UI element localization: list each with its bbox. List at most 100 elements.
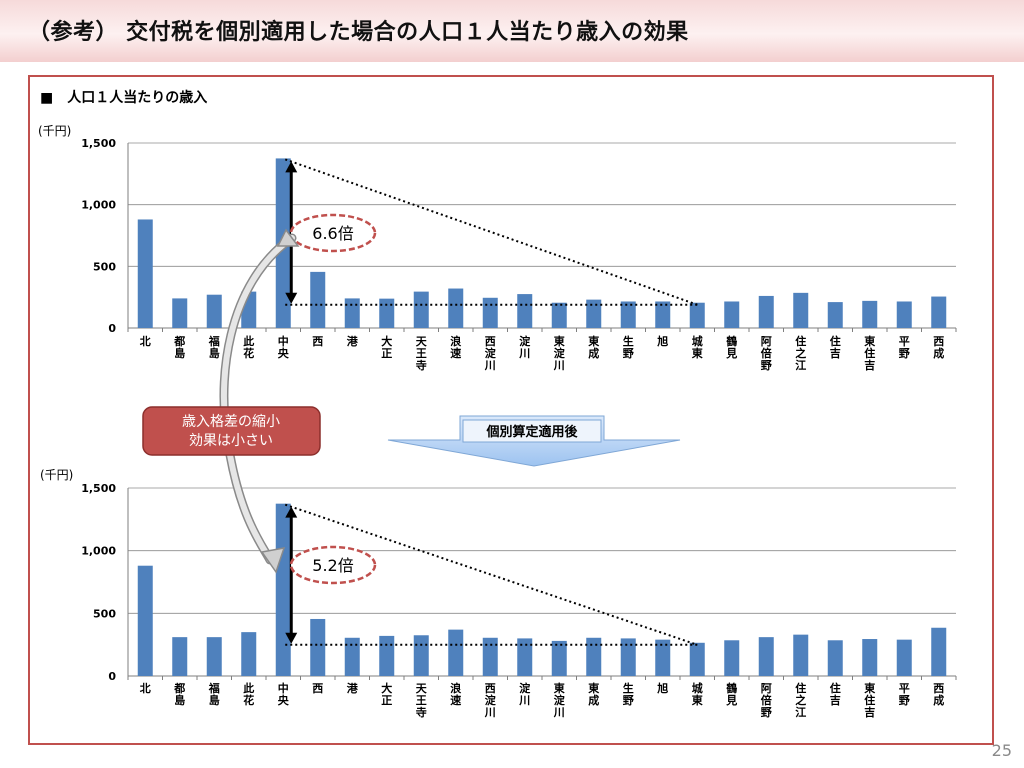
x-tick-label: 此花 [243, 334, 254, 360]
bar [482, 637, 498, 676]
y-tick-label: 1,500 [81, 482, 116, 495]
after-arrow-label: 個別算定適用後 [485, 424, 578, 440]
bar [758, 637, 774, 676]
x-tick-label: 東淀川 [553, 681, 566, 719]
x-tick-label: 東成 [588, 681, 600, 707]
bar [344, 637, 360, 676]
page-number: 25 [991, 741, 1012, 760]
x-tick-label: 福島 [208, 681, 220, 707]
x-tick-label: 大正 [381, 681, 392, 707]
bar [241, 632, 257, 676]
x-tick-label: 鶴見 [725, 334, 737, 360]
bar [931, 296, 947, 328]
bar [827, 302, 843, 328]
callout-text-line: 効果は小さい [189, 433, 273, 449]
x-tick-label: 旭 [656, 334, 668, 348]
bar [551, 302, 567, 328]
x-tick-label: 城東 [692, 681, 704, 707]
bar [517, 294, 533, 328]
x-tick-label: 東住吉 [864, 334, 876, 372]
bar [413, 635, 429, 676]
after-arrow-label-box [462, 419, 602, 443]
bar [758, 295, 774, 328]
x-tick-label: 都島 [173, 681, 185, 707]
bar [137, 219, 153, 328]
bar [724, 301, 740, 328]
bar [448, 288, 464, 328]
section-bullet: ■ [40, 90, 54, 106]
x-tick-label: 福島 [208, 334, 220, 360]
bar [620, 638, 636, 676]
title-band: （参考） 交付税を個別適用した場合の人口１人当たり歳入の効果 [0, 0, 1024, 62]
x-tick-label: 北 [140, 681, 151, 695]
x-tick-label: 浪速 [450, 681, 461, 707]
page-title: （参考） 交付税を個別適用した場合の人口１人当たり歳入の効果 [28, 20, 689, 45]
callout-text-line: 歳入格差の縮小 [182, 414, 280, 430]
section-title: ■ 人口１人当たりの歳入 [40, 87, 207, 107]
bar [275, 503, 291, 676]
x-tick-label: 港 [347, 334, 359, 348]
bar [724, 640, 740, 676]
x-tick-label: 住之江 [795, 681, 806, 719]
x-tick-label: 北 [140, 334, 151, 348]
x-tick-label: 生野 [623, 334, 634, 360]
y-tick-label: 500 [93, 260, 116, 273]
gap-arrow-head-up [285, 161, 298, 173]
ratio-ellipse [289, 545, 377, 585]
unit-label: (千円) [40, 468, 73, 482]
x-tick-label: 中央 [278, 334, 290, 360]
y-tick-label: 0 [108, 670, 116, 683]
bar [379, 298, 395, 328]
bar [896, 639, 912, 676]
bar [448, 629, 464, 676]
x-tick-label: 淀川 [518, 681, 531, 707]
bar [689, 302, 705, 328]
bar [379, 635, 395, 676]
bar [172, 637, 188, 676]
x-tick-label: 西淀川 [484, 335, 497, 372]
x-tick-label: 旭 [656, 681, 668, 695]
bar [413, 291, 429, 328]
bar [862, 639, 878, 676]
x-tick-label: 東住吉 [864, 681, 876, 719]
bar [896, 301, 912, 328]
x-tick-label: 中央 [278, 681, 290, 707]
y-tick-label: 0 [108, 322, 116, 335]
x-tick-label: 西 [312, 335, 323, 348]
bar [310, 271, 326, 328]
bar [862, 300, 878, 328]
x-tick-label: 西成 [933, 682, 944, 707]
gap-arrow-head-up [285, 506, 298, 518]
y-tick-label: 1,000 [81, 199, 116, 212]
bar [551, 640, 567, 676]
x-tick-label: 平野 [899, 682, 910, 707]
bar [931, 627, 947, 676]
x-tick-label: 西淀川 [484, 682, 497, 719]
x-tick-label: 西 [312, 682, 323, 695]
x-tick-label: 阿倍野 [761, 334, 772, 372]
bar [655, 301, 671, 328]
x-tick-label: 天王寺 [416, 335, 428, 372]
x-tick-label: 阿倍野 [761, 681, 772, 719]
bar [655, 639, 671, 676]
bar [620, 301, 636, 328]
bar [586, 299, 602, 328]
gap-arrow-head-down [285, 632, 298, 644]
connector-arrow-head [260, 547, 286, 574]
bar [206, 294, 222, 328]
x-tick-label: 港 [347, 681, 359, 695]
x-tick-label: 住吉 [830, 681, 841, 707]
gap-arrow-head-down [285, 292, 298, 304]
bar [206, 637, 222, 676]
y-tick-label: 1,000 [81, 545, 116, 558]
bar [310, 618, 326, 676]
bar [689, 642, 705, 676]
ratio-label: 5.2倍 [312, 556, 353, 575]
y-tick-label: 1,500 [81, 137, 116, 150]
x-tick-label: 鶴見 [725, 681, 737, 707]
bar [793, 292, 809, 328]
x-tick-label: 西成 [933, 335, 944, 360]
x-tick-label: 平野 [899, 335, 910, 360]
x-tick-label: 城東 [692, 334, 704, 360]
